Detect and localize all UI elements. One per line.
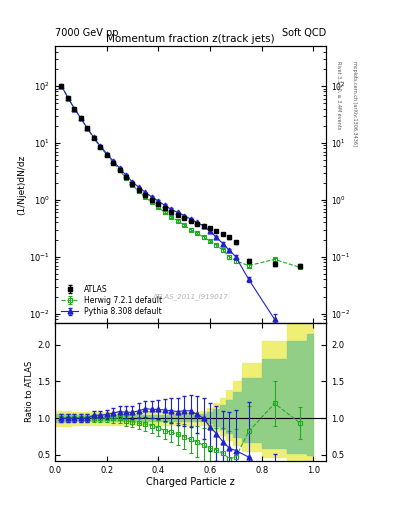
X-axis label: Charged Particle z: Charged Particle z (146, 477, 235, 487)
Text: mcplots.cern.ch [arXiv:1306.3436]: mcplots.cern.ch [arXiv:1306.3436] (352, 61, 357, 146)
Title: Momentum fraction z(track jets): Momentum fraction z(track jets) (106, 34, 275, 44)
Text: ATLAS_2011_I919017: ATLAS_2011_I919017 (153, 294, 228, 301)
Text: Soft QCD: Soft QCD (282, 28, 326, 38)
Legend: ATLAS, Herwig 7.2.1 default, Pythia 8.308 default: ATLAS, Herwig 7.2.1 default, Pythia 8.30… (59, 283, 164, 319)
Y-axis label: Ratio to ATLAS: Ratio to ATLAS (25, 361, 34, 422)
Text: Rivet 3.1.10, ≥ 3.4M events: Rivet 3.1.10, ≥ 3.4M events (336, 61, 341, 130)
Text: 7000 GeV pp: 7000 GeV pp (55, 28, 119, 38)
Y-axis label: (1/Njet)dN/dz: (1/Njet)dN/dz (18, 154, 27, 215)
